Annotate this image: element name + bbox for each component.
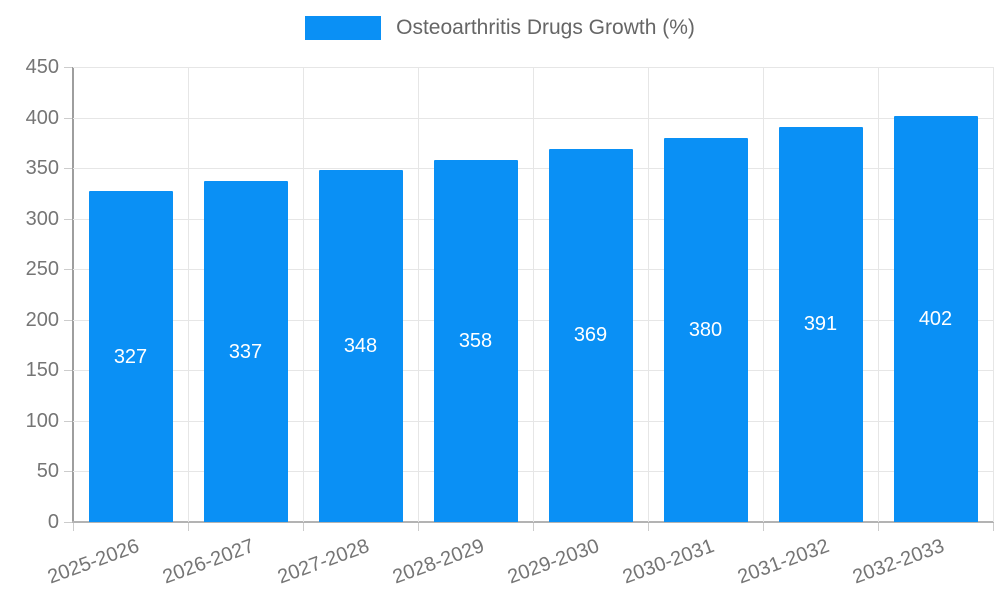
legend-item[interactable]: Osteoarthritis Drugs Growth (%) [305, 16, 695, 40]
v-gridline [302, 67, 304, 522]
bar-value-label: 348 [343, 335, 378, 358]
y-tick-mark [64, 218, 72, 220]
x-tick-label: 2032-2033 [849, 535, 948, 589]
bar[interactable]: 391 [778, 126, 863, 522]
v-gridline [762, 67, 764, 522]
y-tick-label: 300 [25, 207, 59, 230]
bar[interactable]: 348 [318, 170, 403, 522]
x-tick-mark [417, 523, 419, 531]
y-tick-label: 400 [25, 106, 59, 129]
x-tick-label: 2028-2029 [389, 535, 488, 589]
x-tick-label: 2025-2026 [44, 535, 143, 589]
legend-label: Osteoarthritis Drugs Growth (%) [396, 16, 695, 39]
bar[interactable]: 402 [893, 115, 978, 522]
y-tick-label: 450 [25, 56, 59, 78]
bar-value-label: 337 [228, 340, 263, 363]
bar-value-label: 327 [113, 345, 148, 368]
y-tick-label: 250 [25, 258, 59, 281]
v-gridline [532, 67, 534, 522]
x-tick-label: 2029-2030 [504, 535, 603, 589]
v-gridline [187, 67, 189, 522]
v-gridline [992, 67, 994, 522]
y-tick-mark [64, 471, 72, 473]
y-tick-mark [64, 269, 72, 271]
y-axis-line [72, 67, 74, 522]
y-tick-mark [64, 117, 72, 119]
bar[interactable]: 327 [88, 191, 173, 522]
v-gridline [647, 67, 649, 522]
x-tick-label: 2026-2027 [159, 535, 258, 589]
x-tick-mark [647, 523, 649, 531]
y-tick-mark [64, 420, 72, 422]
x-tick-mark [532, 523, 534, 531]
x-tick-label: 2031-2032 [734, 535, 833, 589]
y-tick-label: 100 [25, 409, 59, 432]
bar-value-label: 369 [573, 324, 608, 347]
bar-value-label: 391 [803, 313, 838, 336]
x-tick-mark [992, 523, 994, 531]
y-tick-label: 150 [25, 359, 59, 382]
x-tick-mark [877, 523, 879, 531]
bar[interactable]: 380 [663, 137, 748, 522]
y-tick-label: 350 [25, 157, 59, 180]
y-tick-mark [64, 522, 72, 523]
v-gridline [417, 67, 419, 522]
bar-value-label: 380 [688, 318, 723, 341]
y-tick-mark [64, 319, 72, 321]
bar[interactable]: 369 [548, 148, 633, 522]
x-tick-label: 2030-2031 [619, 535, 718, 589]
bar[interactable]: 358 [433, 160, 518, 522]
x-tick-label: 2027-2028 [274, 535, 373, 589]
x-tick-mark [302, 523, 304, 531]
x-tick-mark [187, 523, 189, 531]
bar-value-label: 358 [458, 330, 493, 352]
plot-area: 0 50 100 150 200 250 300 350 400 450 327 2025-2026 3… [26, 57, 994, 588]
bar[interactable]: 337 [203, 181, 288, 522]
bar-value-label: 402 [918, 307, 953, 330]
legend-swatch [305, 16, 382, 40]
y-tick-mark [64, 168, 72, 170]
x-axis-line [72, 521, 994, 523]
y-tick-mark [64, 370, 72, 372]
legend: Osteoarthritis Drugs Growth (%) [0, 16, 1000, 40]
x-tick-mark [762, 523, 764, 531]
y-tick-label: 0 [47, 511, 59, 533]
y-tick-label: 50 [36, 460, 59, 483]
y-tick-label: 200 [25, 308, 59, 331]
x-tick-mark [72, 523, 74, 531]
y-tick-mark [64, 67, 72, 68]
v-gridline [877, 67, 879, 522]
